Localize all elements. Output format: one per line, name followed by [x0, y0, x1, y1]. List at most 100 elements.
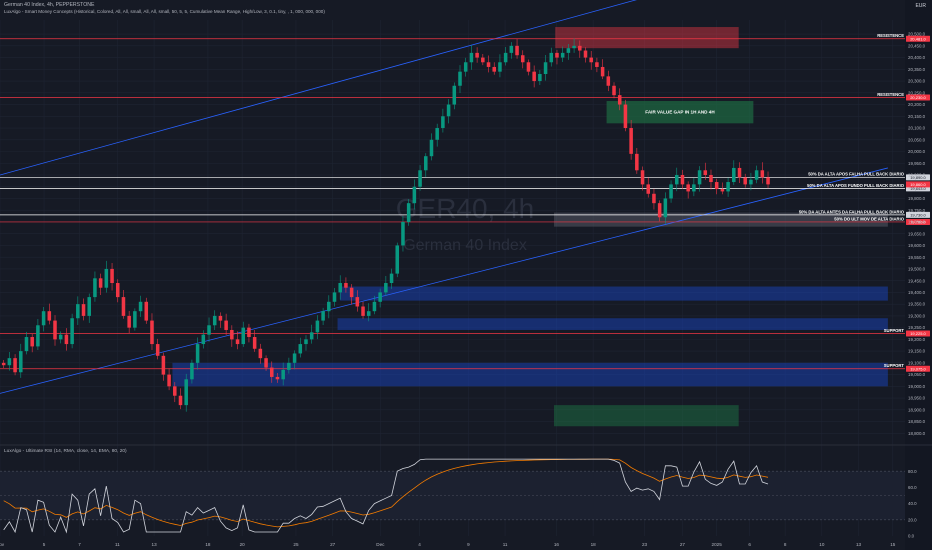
trendline-0[interactable] [0, 0, 648, 176]
candle-body[interactable] [600, 66, 605, 77]
candle-body[interactable] [133, 311, 137, 328]
candle-body[interactable] [384, 283, 388, 293]
candle-body[interactable] [754, 170, 759, 180]
candle-body[interactable] [635, 153, 639, 171]
trendline-1[interactable] [0, 167, 888, 394]
candle-body[interactable] [469, 52, 474, 63]
candle-body[interactable] [292, 353, 297, 363]
candle-body[interactable] [663, 198, 668, 218]
candle-body[interactable] [304, 339, 308, 345]
candle-body[interactable] [486, 62, 491, 67]
candle-body[interactable] [150, 320, 154, 345]
candle-body[interactable] [583, 50, 588, 58]
candle-body[interactable] [287, 362, 291, 370]
candle-body[interactable] [24, 337, 29, 352]
candle-body[interactable] [646, 184, 651, 194]
instrument-title[interactable]: German 40 Index, 4h, PEPPERSTONE [4, 2, 95, 8]
candle-body[interactable] [543, 62, 548, 75]
candle-body[interactable] [412, 186, 417, 204]
candle-body[interactable] [138, 301, 143, 312]
candle-body[interactable] [207, 325, 211, 335]
candle-body[interactable] [53, 320, 57, 340]
candle-body[interactable] [669, 184, 673, 199]
candle-body[interactable] [281, 369, 285, 380]
candle-body[interactable] [161, 355, 166, 375]
candle-body[interactable] [378, 292, 382, 302]
candle-body[interactable] [441, 116, 445, 129]
candle-body[interactable] [640, 170, 645, 185]
candle-body[interactable] [344, 283, 348, 288]
candle-body[interactable] [178, 395, 183, 406]
candle-body[interactable] [36, 325, 40, 347]
candle-body[interactable] [481, 57, 485, 63]
candle-body[interactable] [452, 85, 457, 105]
candle-body[interactable] [589, 57, 593, 63]
candle-body[interactable] [195, 344, 200, 363]
candle-body[interactable] [606, 76, 611, 86]
candle-body[interactable] [595, 62, 599, 67]
candle-body[interactable] [275, 376, 280, 380]
candle-body[interactable] [657, 203, 662, 218]
candle-body[interactable] [201, 334, 206, 345]
candle-body[interactable] [555, 52, 559, 58]
candle-body[interactable] [258, 348, 263, 359]
candle-body[interactable] [349, 287, 354, 298]
candle-body[interactable] [241, 327, 246, 345]
zone-5[interactable] [172, 362, 888, 387]
candle-body[interactable] [515, 45, 519, 56]
candle-body[interactable] [372, 301, 377, 312]
candle-body[interactable] [81, 304, 86, 316]
candle-body[interactable] [720, 189, 725, 192]
candle-body[interactable] [429, 139, 434, 157]
candle-body[interactable] [424, 156, 428, 171]
candle-body[interactable] [538, 74, 542, 82]
candle-body[interactable] [686, 184, 690, 192]
candle-body[interactable] [332, 292, 337, 302]
candle-body[interactable] [321, 311, 325, 321]
candle-body[interactable] [184, 379, 188, 406]
candle-body[interactable] [315, 320, 320, 333]
candle-body[interactable] [509, 45, 514, 53]
candle-body[interactable] [697, 170, 702, 185]
candle-body[interactable] [766, 177, 770, 185]
candle-body[interactable] [760, 170, 765, 178]
candle-body[interactable] [7, 358, 12, 366]
candle-body[interactable] [703, 170, 708, 175]
candle-body[interactable] [578, 45, 582, 51]
candle-body[interactable] [612, 85, 616, 96]
candle-body[interactable] [93, 278, 97, 298]
candle-body[interactable] [749, 179, 753, 185]
candle-body[interactable] [732, 167, 736, 183]
candle-body[interactable] [458, 71, 462, 86]
candle-body[interactable] [435, 128, 439, 140]
candle-body[interactable] [629, 128, 633, 154]
candle-body[interactable] [173, 386, 177, 396]
candle-body[interactable] [298, 344, 303, 354]
candle-body[interactable] [366, 311, 371, 316]
candle-body[interactable] [144, 301, 149, 321]
candle-body[interactable] [572, 45, 576, 49]
candle-body[interactable] [520, 55, 525, 63]
candle-body[interactable] [190, 362, 194, 380]
candle-body[interactable] [692, 184, 696, 192]
candle-body[interactable] [560, 52, 565, 58]
candle-body[interactable] [532, 71, 536, 82]
candle-body[interactable] [446, 104, 451, 117]
candle-body[interactable] [338, 283, 342, 293]
candle-body[interactable] [224, 320, 228, 330]
candle-body[interactable] [155, 344, 160, 356]
candle-body[interactable] [115, 283, 120, 298]
candle-body[interactable] [110, 268, 114, 284]
candle-body[interactable] [58, 334, 63, 340]
candle-body[interactable] [1, 362, 6, 366]
candle-body[interactable] [252, 337, 257, 349]
candle-body[interactable] [623, 104, 628, 129]
candle-body[interactable] [41, 311, 46, 326]
candle-body[interactable] [743, 177, 747, 185]
candle-body[interactable] [76, 304, 80, 319]
candle-body[interactable] [218, 315, 223, 321]
candle-body[interactable] [212, 315, 217, 326]
rsi-line[interactable] [3, 458, 769, 534]
candle-body[interactable] [230, 329, 234, 340]
